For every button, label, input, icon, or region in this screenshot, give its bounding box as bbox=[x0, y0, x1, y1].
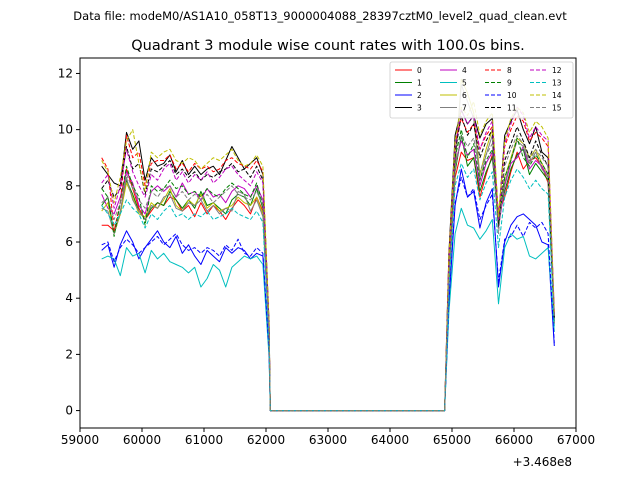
x-tick-label: 60000 bbox=[123, 433, 161, 447]
x-tick-label: 62000 bbox=[247, 433, 285, 447]
series-line-9 bbox=[101, 129, 555, 412]
y-tick-label: 6 bbox=[65, 235, 73, 249]
x-tick-label: 67000 bbox=[557, 433, 595, 447]
series-line-15 bbox=[101, 134, 555, 412]
legend-box bbox=[389, 61, 574, 119]
figure-suptitle: Data file: modeM0/AS1A10_058T13_90000040… bbox=[73, 9, 567, 23]
legend-label-4: 4 bbox=[462, 66, 467, 75]
legend-label-3: 3 bbox=[417, 104, 422, 113]
x-tick-label: 63000 bbox=[309, 433, 347, 447]
x-tick-label: 61000 bbox=[185, 433, 223, 447]
y-tick-label: 4 bbox=[65, 291, 73, 305]
y-tick-label: 8 bbox=[65, 179, 73, 193]
x-tick-label: 59000 bbox=[61, 433, 99, 447]
series-line-14 bbox=[101, 101, 555, 412]
legend-label-13: 13 bbox=[552, 79, 562, 88]
legend-label-5: 5 bbox=[462, 79, 467, 88]
legend-label-10: 10 bbox=[507, 91, 517, 100]
x-tick-label: 64000 bbox=[371, 433, 409, 447]
legend-label-11: 11 bbox=[507, 104, 517, 113]
plot-area: 59000 60000 61000 62000 63000 64000 65000 66000… bbox=[58, 57, 595, 447]
series-line-10 bbox=[101, 176, 555, 412]
series-line-5 bbox=[101, 207, 555, 412]
legend-label-6: 6 bbox=[462, 91, 467, 100]
y-tick-label: 0 bbox=[65, 404, 73, 418]
legend-label-9: 9 bbox=[507, 79, 512, 88]
y-tick-label: 10 bbox=[58, 123, 73, 137]
legend-label-2: 2 bbox=[417, 91, 422, 100]
legend-label-8: 8 bbox=[507, 66, 512, 75]
x-tick-label: 65000 bbox=[433, 433, 471, 447]
x-axis: 59000 60000 61000 62000 63000 64000 65000 66000… bbox=[61, 428, 595, 447]
legend-label-12: 12 bbox=[552, 66, 562, 75]
legend-label-1: 1 bbox=[417, 79, 422, 88]
legend-label-7: 7 bbox=[462, 104, 467, 113]
series-line-7 bbox=[101, 84, 555, 412]
series-line-13 bbox=[101, 162, 555, 412]
x-offset-label: +3.468e8 bbox=[513, 455, 572, 469]
series-line-11 bbox=[101, 115, 555, 412]
y-axis: 0 2 4 6 8 10 12 bbox=[58, 66, 80, 418]
legend-label-15: 15 bbox=[552, 104, 562, 113]
series-line-8 bbox=[101, 115, 555, 412]
series-line-12 bbox=[101, 106, 555, 412]
legend-label-14: 14 bbox=[552, 91, 562, 100]
y-tick-label: 2 bbox=[65, 347, 73, 361]
series-lines bbox=[101, 78, 555, 412]
legend-label-0: 0 bbox=[417, 66, 422, 75]
x-tick-label: 66000 bbox=[495, 433, 533, 447]
chart-title: Quadrant 3 module wise count rates with … bbox=[131, 38, 525, 54]
y-tick-label: 12 bbox=[58, 66, 73, 80]
series-line-4 bbox=[101, 140, 555, 412]
